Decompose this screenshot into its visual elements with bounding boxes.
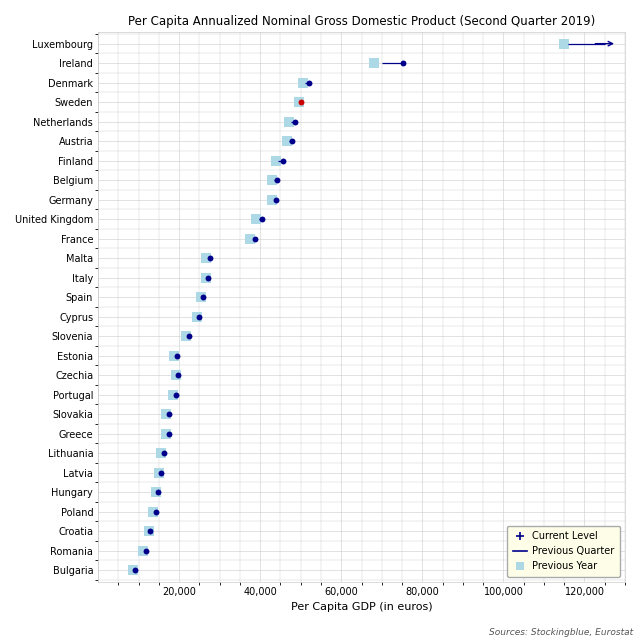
Point — [398, 58, 408, 68]
Text: Sources: Stockingblue, Eurostat: Sources: Stockingblue, Eurostat — [490, 628, 634, 637]
Point — [268, 195, 278, 205]
Point — [145, 526, 155, 536]
Point — [141, 545, 151, 556]
Point — [128, 565, 138, 575]
Point — [148, 506, 158, 516]
Point — [271, 195, 282, 205]
Point — [156, 448, 166, 458]
Point — [169, 351, 179, 361]
Point — [282, 136, 292, 147]
Point — [257, 214, 268, 224]
Point — [250, 234, 260, 244]
Point — [200, 253, 211, 263]
Point — [171, 370, 181, 380]
Point — [192, 312, 202, 322]
Point — [164, 428, 174, 438]
Point — [161, 409, 172, 419]
Point — [153, 487, 163, 497]
Point — [289, 116, 300, 127]
Point — [138, 545, 148, 556]
Point — [161, 428, 172, 438]
Point — [271, 156, 282, 166]
Point — [184, 331, 195, 341]
Point — [150, 487, 161, 497]
Point — [154, 467, 164, 477]
Point — [159, 448, 169, 458]
Point — [173, 370, 184, 380]
Point — [268, 175, 278, 185]
Point — [195, 312, 205, 322]
Title: Per Capita Annualized Nominal Gross Domestic Product (Second Quarter 2019): Per Capita Annualized Nominal Gross Dome… — [128, 15, 595, 28]
Point — [277, 156, 287, 166]
Point — [150, 506, 161, 516]
Point — [369, 58, 379, 68]
Point — [294, 97, 304, 108]
Point — [200, 273, 211, 283]
Point — [171, 390, 181, 400]
Point — [164, 409, 174, 419]
Legend: Current Level, Previous Quarter, Previous Year: Current Level, Previous Quarter, Previou… — [507, 525, 620, 577]
Point — [287, 136, 297, 147]
Point — [298, 77, 308, 88]
X-axis label: Per Capita GDP (in euros): Per Capita GDP (in euros) — [291, 602, 433, 612]
Point — [168, 390, 178, 400]
Point — [559, 38, 570, 49]
Point — [129, 565, 140, 575]
Point — [196, 292, 207, 302]
Point — [172, 351, 182, 361]
Point — [181, 331, 191, 341]
Point — [198, 292, 209, 302]
Point — [202, 273, 212, 283]
Point — [251, 214, 261, 224]
Point — [304, 77, 314, 88]
Point — [245, 234, 255, 244]
Point — [143, 526, 154, 536]
Point — [156, 467, 166, 477]
Point — [272, 175, 282, 185]
Point — [284, 116, 294, 127]
Point — [204, 253, 214, 263]
Point — [296, 97, 306, 108]
